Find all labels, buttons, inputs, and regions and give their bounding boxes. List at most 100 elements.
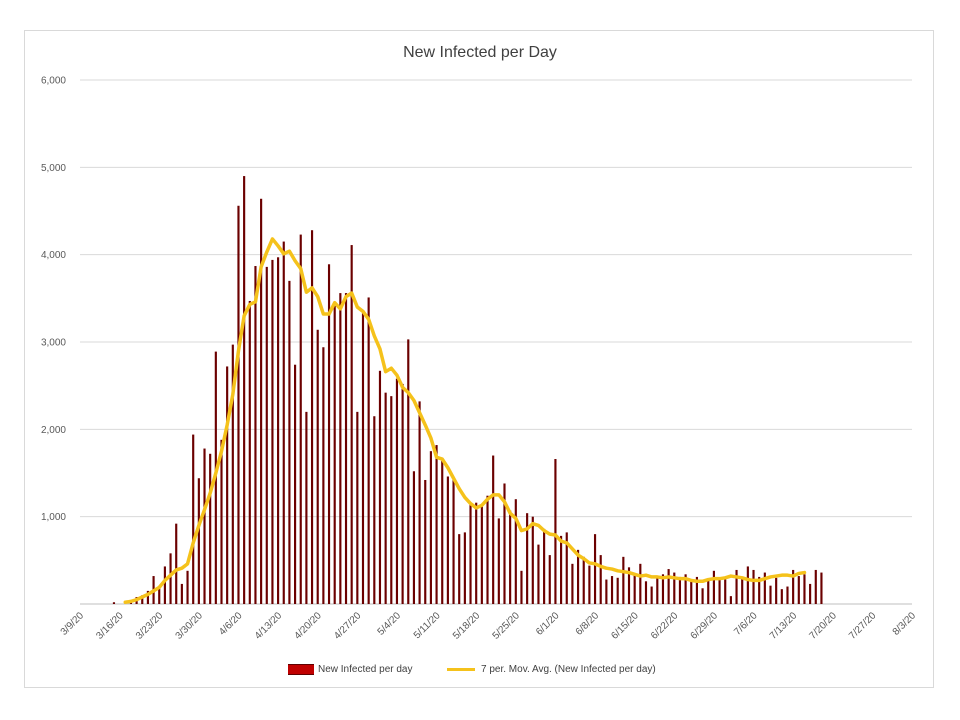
- bar: [775, 577, 778, 604]
- bar: [809, 583, 812, 604]
- bar: [752, 569, 755, 604]
- bar: [678, 576, 682, 604]
- x-tick-label: 6/1/20: [534, 610, 562, 638]
- x-tick-label: 3/16/20: [94, 610, 126, 642]
- bar: [254, 266, 257, 604]
- legend-item-bars: New Infected per day: [288, 664, 413, 675]
- bar: [769, 585, 772, 604]
- bar: [356, 411, 359, 604]
- bar: [588, 565, 591, 604]
- x-tick-label: 5/25/20: [491, 610, 523, 642]
- bar: [582, 556, 585, 604]
- bar: [344, 293, 348, 604]
- y-tick-label: 6,000: [41, 76, 66, 87]
- x-tick-label: 7/20/20: [808, 610, 840, 642]
- bar: [209, 453, 212, 604]
- bar: [322, 347, 325, 604]
- bar: [520, 570, 523, 604]
- bar: [175, 523, 178, 604]
- bar: [814, 569, 817, 604]
- bar: [265, 266, 268, 604]
- bar: [780, 589, 783, 604]
- x-tick-label: 7/13/20: [768, 610, 800, 642]
- bar: [424, 479, 427, 604]
- bar: [463, 532, 466, 604]
- bar: [763, 572, 766, 604]
- legend-swatch-bars: [288, 664, 314, 675]
- bar: [237, 205, 240, 604]
- x-tick-label: 5/11/20: [412, 610, 443, 641]
- bar: [712, 570, 715, 604]
- bar: [639, 563, 642, 604]
- bar: [350, 245, 353, 604]
- bar: [418, 401, 421, 604]
- bar: [395, 378, 399, 604]
- bar: [599, 555, 602, 604]
- x-tick-label: 4/20/20: [292, 610, 324, 642]
- bar: [492, 455, 495, 604]
- bar: [571, 563, 574, 604]
- bar: [384, 392, 387, 604]
- x-tick-label: 6/22/20: [649, 610, 681, 642]
- bar: [282, 241, 285, 605]
- x-tick-label: 5/4/20: [376, 610, 404, 638]
- bar: [446, 476, 449, 604]
- bar: [650, 586, 653, 604]
- legend: New Infected per day 7 per. Mov. Avg. (N…: [0, 664, 960, 678]
- bar: [260, 198, 263, 605]
- bar: [616, 577, 619, 604]
- bar: [141, 595, 144, 604]
- bar: [401, 383, 404, 604]
- bar: [503, 483, 506, 604]
- y-tick-label: 4,000: [41, 250, 66, 261]
- bar: [526, 513, 529, 604]
- bar: [163, 566, 166, 604]
- bar: [486, 495, 489, 604]
- bar: [333, 301, 336, 604]
- bar: [593, 534, 597, 604]
- bar: [112, 602, 116, 604]
- y-tick-label: 3,000: [41, 338, 66, 349]
- bar: [146, 590, 149, 604]
- bar: [803, 574, 806, 604]
- bar: [441, 460, 444, 604]
- x-tick-label: 8/3/20: [891, 610, 919, 638]
- bar: [452, 479, 455, 604]
- bar: [565, 532, 568, 604]
- bar: [627, 567, 631, 604]
- x-tick-label: 7/6/20: [732, 610, 760, 638]
- y-tick-label: 5,000: [41, 163, 66, 174]
- bar: [707, 578, 710, 604]
- x-tick-label: 6/8/20: [574, 610, 602, 638]
- bar: [554, 459, 557, 604]
- bar: [684, 574, 687, 604]
- bar: [378, 370, 382, 604]
- x-tick-label: 4/13/20: [253, 610, 285, 642]
- bar: [610, 576, 614, 604]
- bar: [695, 576, 699, 604]
- bar: [497, 518, 500, 604]
- bar: [231, 344, 234, 604]
- bar: [203, 448, 206, 604]
- bar: [758, 576, 761, 604]
- bar: [746, 566, 749, 604]
- x-tick-label: 6/29/20: [689, 610, 721, 642]
- legend-item-line: 7 per. Mov. Avg. (New Infected per day): [447, 664, 656, 675]
- bar: [197, 478, 200, 604]
- bar: [633, 573, 636, 604]
- y-tick-label: 2,000: [41, 425, 66, 436]
- bar: [792, 569, 795, 604]
- bar: [288, 280, 291, 604]
- bar: [277, 257, 280, 604]
- bar: [576, 549, 580, 604]
- x-tick-label: 3/30/20: [174, 610, 206, 642]
- bar: [724, 579, 727, 604]
- bar: [220, 439, 223, 604]
- bar: [186, 570, 189, 604]
- bar: [299, 234, 302, 604]
- x-tick-label: 3/9/20: [59, 610, 87, 638]
- bar: [701, 588, 704, 604]
- legend-label-line: 7 per. Mov. Avg. (New Infected per day): [481, 664, 656, 675]
- x-tick-label: 7/27/20: [847, 610, 879, 642]
